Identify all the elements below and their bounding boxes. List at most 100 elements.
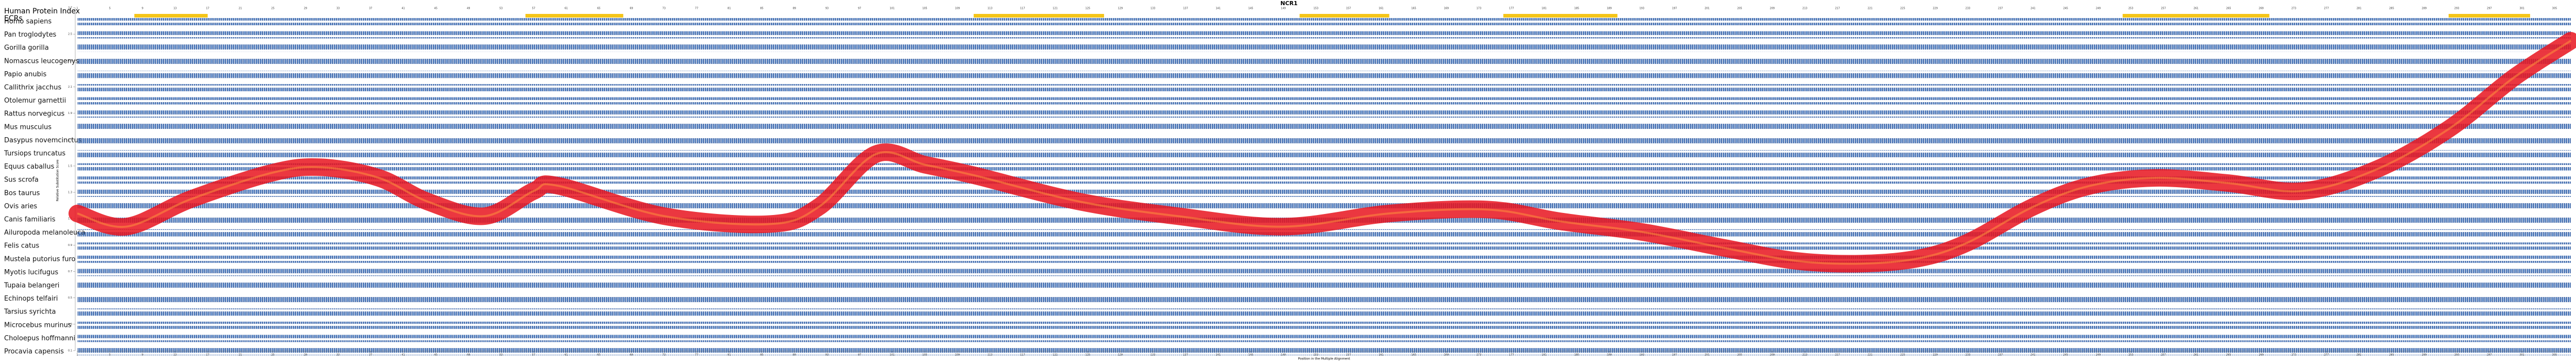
y-tick-label: 2.7	[68, 7, 72, 10]
sequence-row	[77, 282, 2571, 289]
index-tick-label: 29	[304, 7, 307, 10]
index-tick-label: 41	[401, 7, 404, 10]
x-tick-label: 149	[1281, 354, 1286, 357]
x-tick-label: 201	[1705, 354, 1710, 357]
x-tick-label: 229	[1933, 354, 1938, 357]
y-tick-label: 1.5	[68, 164, 72, 168]
index-tick-label: 61	[565, 7, 568, 10]
species-label: Tarsius syrichta	[4, 308, 56, 316]
y-tick-label: 2.1	[68, 86, 72, 89]
x-tick-label: 305	[2552, 354, 2557, 357]
species-label: Sus scrofa	[4, 176, 39, 184]
x-tick-label: 93	[825, 354, 828, 357]
y-tick-label: 0.5	[68, 296, 72, 300]
species-label: Equus caballus	[4, 163, 55, 171]
x-tick-label: 117	[1020, 354, 1025, 357]
x-tick-label: 197	[1672, 354, 1677, 357]
sequence-row	[77, 137, 2571, 144]
species-label: Mus musculus	[4, 123, 52, 131]
x-tick-label: 57	[532, 354, 535, 357]
y-tick-label: 0.3	[68, 323, 72, 326]
index-tick-label: 245	[2063, 7, 2069, 10]
x-tick-label: 141	[1216, 354, 1221, 357]
index-tick-label: 213	[1802, 7, 1807, 10]
index-tick-label: 89	[793, 7, 796, 10]
sequence-row	[77, 189, 2571, 197]
species-label: Callithrix jacchus	[4, 84, 61, 92]
index-tick-label: 189	[1607, 7, 1612, 10]
x-tick-label: 113	[988, 354, 993, 357]
index-tick-label: 9	[142, 7, 143, 10]
x-tick-label: 213	[1802, 354, 1807, 357]
y-tick-label: 1.7	[68, 138, 72, 141]
y-tick-label: 0.9	[68, 244, 72, 247]
y-tick-label: 1.3	[68, 191, 72, 194]
x-tick-label: 169	[1444, 354, 1449, 357]
x-tick-label: 269	[2259, 354, 2264, 357]
index-tick-label: 209	[1770, 7, 1775, 10]
x-tick-label: 161	[1379, 354, 1384, 357]
sequence-row	[77, 31, 2571, 39]
species-label: Echinops telfairi	[4, 295, 58, 303]
x-tick-label: 33	[336, 354, 340, 357]
index-tick-label: 269	[2259, 7, 2264, 10]
x-tick-label: 121	[1053, 354, 1058, 357]
species-label: Homo sapiens	[4, 18, 52, 26]
x-tick-label: 285	[2389, 354, 2394, 357]
sequence-row	[77, 97, 2571, 105]
index-tick-label: 125	[1086, 7, 1091, 10]
x-tick-label: 157	[1346, 354, 1351, 357]
index-tick-label: 37	[369, 7, 372, 10]
x-tick-label: 293	[2454, 354, 2460, 357]
x-tick-label: 257	[2161, 354, 2166, 357]
x-tick-label: 205	[1737, 354, 1742, 357]
x-tick-label: 101	[890, 354, 895, 357]
y-tick-label: 1.1	[68, 218, 72, 221]
x-tick-label: 41	[401, 354, 404, 357]
index-tick-label: 1	[76, 7, 78, 10]
x-tick-label: 9	[142, 354, 143, 357]
x-tick-label: 265	[2226, 354, 2231, 357]
index-tick-label: 65	[597, 7, 600, 10]
species-label: Mustela putorius furo	[4, 255, 76, 263]
x-tick-label: 73	[663, 354, 666, 357]
index-tick-label: 109	[955, 7, 960, 10]
x-tick-label: 17	[206, 354, 209, 357]
species-label: Ailuropoda melanoleuca	[4, 229, 85, 237]
sequence-row	[77, 110, 2571, 118]
x-tick-label: 281	[2357, 354, 2362, 357]
index-tick-label: 53	[499, 7, 502, 10]
sequence-row	[77, 229, 2571, 237]
x-tick-label: 85	[760, 354, 763, 357]
index-tick-label: 273	[2291, 7, 2296, 10]
index-tick-label: 217	[1835, 7, 1840, 10]
ecr-bar	[525, 14, 623, 18]
index-tick-label: 181	[1541, 7, 1547, 10]
x-axis-label: Position in the Multiple Alignment	[1298, 357, 1351, 361]
x-tick-label: 189	[1607, 354, 1612, 357]
index-tick-label: 129	[1118, 7, 1123, 10]
x-tick-label: 125	[1086, 354, 1091, 357]
species-label: Pan troglodytes	[4, 31, 57, 39]
x-tick-label: 253	[2128, 354, 2133, 357]
index-tick-label: 13	[174, 7, 177, 10]
x-tick-label: 181	[1541, 354, 1547, 357]
index-tick-label: 113	[988, 7, 993, 10]
x-tick-label: 25	[271, 354, 274, 357]
x-tick-label: 81	[727, 354, 731, 357]
x-tick-label: 261	[2194, 354, 2199, 357]
species-label: Microcebus murinus	[4, 321, 72, 329]
sequence-row	[77, 71, 2571, 78]
species-label: Bos taurus	[4, 189, 40, 197]
sequence-row	[77, 348, 2571, 355]
x-tick-label: 65	[597, 354, 600, 357]
index-tick-label: 289	[2422, 7, 2427, 10]
x-tick-label: 165	[1411, 354, 1416, 357]
x-tick-label: 5	[109, 354, 111, 357]
x-tick-label: 249	[2096, 354, 2101, 357]
species-label: Tupaia belangeri	[4, 282, 59, 290]
sequence-row	[77, 255, 2571, 263]
index-label: Human Protein Index	[4, 7, 80, 15]
sequence-row	[77, 269, 2571, 276]
index-tick-label: 25	[271, 7, 274, 10]
